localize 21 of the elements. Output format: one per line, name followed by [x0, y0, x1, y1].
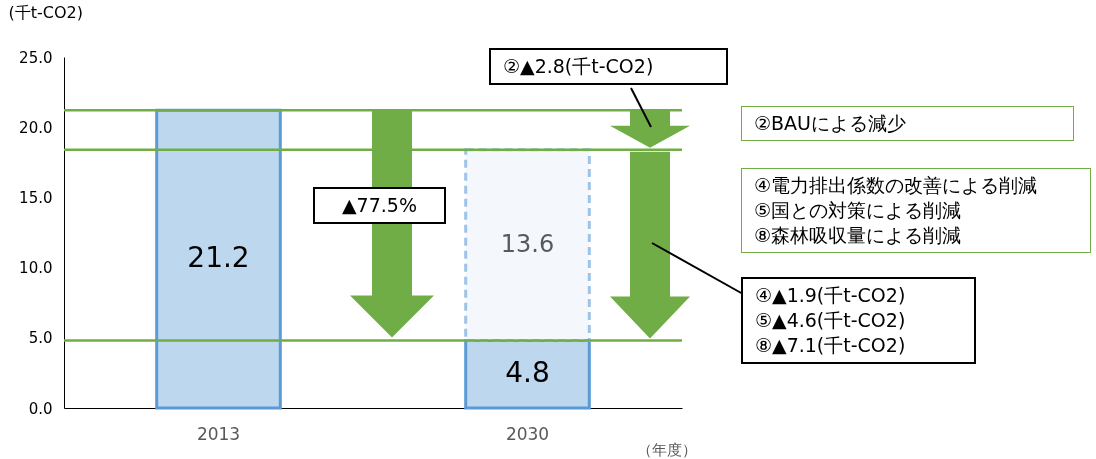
- y-tick-label: 20.0: [19, 118, 53, 137]
- callout-box: ④▲1.9(千t-CO2) ⑤▲4.6(千t-CO2) ⑧▲7.1(千t-CO2): [741, 277, 976, 364]
- y-tick-label: 0.0: [28, 399, 53, 418]
- data-label: 21.2: [187, 241, 250, 275]
- data-label: 13.6: [500, 230, 555, 259]
- callout-box: ②BAUによる減少: [741, 106, 1074, 141]
- x-tick-label: 2013: [196, 423, 241, 444]
- bar: [464, 339, 591, 410]
- y-tick-label: 5.0: [28, 329, 53, 348]
- callout-box: ▲77.5%: [313, 187, 446, 224]
- y-tick-label: 15.0: [19, 188, 53, 207]
- y-tick-label: 25.0: [19, 48, 53, 67]
- callout-box: ④電力排出係数の改善による削減 ⑤国との対策による削減 ⑧森林吸収量による削減: [741, 168, 1091, 253]
- x-tick-label: 2030: [505, 423, 550, 444]
- y-axis-title: (千t-CO2): [8, 2, 83, 22]
- y-tick-label: 10.0: [19, 259, 53, 278]
- annotation: ▲77.5%: [341, 193, 418, 218]
- callout-box: ②▲2.8(千t-CO2): [489, 48, 728, 85]
- x-axis-title: （年度）: [636, 440, 697, 459]
- annotation: ②▲2.8(千t-CO2): [503, 54, 655, 79]
- data-label: 4.8: [505, 356, 550, 390]
